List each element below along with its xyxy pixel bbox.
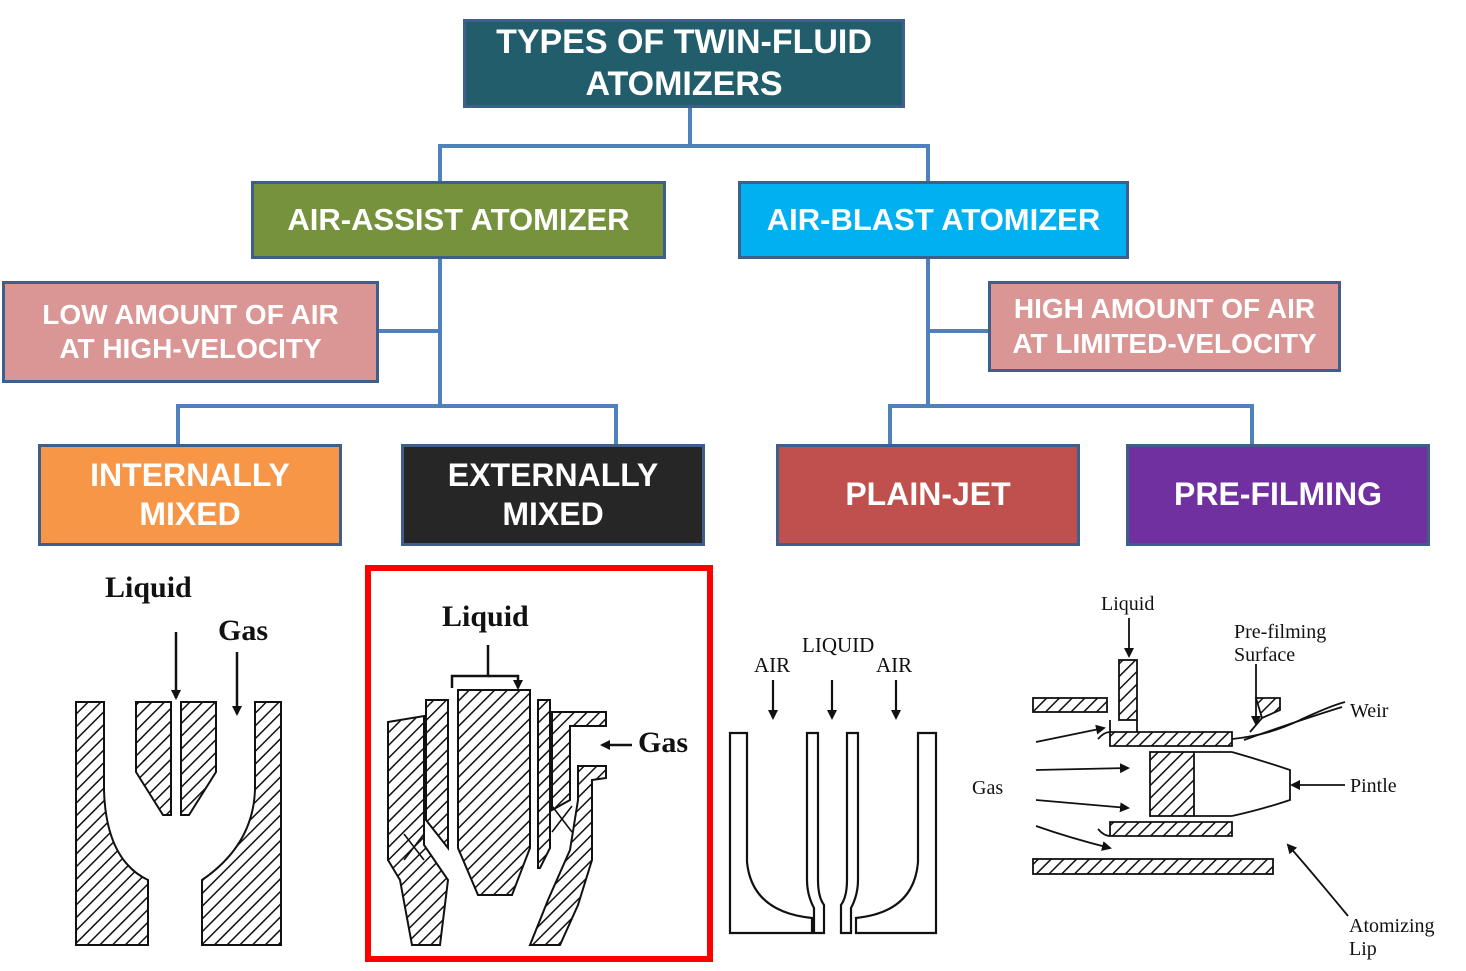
air-blast-desc-line-2: AT LIMITED-VELOCITY (1012, 327, 1317, 359)
internal-liquid-label: Liquid (105, 571, 192, 604)
plain-jet-box: PLAIN-JET (776, 444, 1080, 546)
pre-filming-box: PRE-FILMING (1126, 444, 1430, 546)
externally-mixed-box: EXTERNALLY MIXED (401, 444, 705, 546)
external-liquid-label: Liquid (442, 600, 529, 633)
plain-jet-schematic: AIR LIQUID AIR (728, 633, 938, 935)
pre-filming-label: PRE-FILMING (1174, 476, 1382, 513)
prefilm-pintle-label: Pintle (1350, 775, 1397, 797)
internal-gas-label: Gas (218, 614, 268, 647)
prefilm-gas-label: Gas (972, 777, 1003, 799)
air-assist-desc-line-2: AT HIGH-VELOCITY (59, 333, 322, 364)
air-assist-desc-line-1: LOW AMOUNT OF AIR (42, 298, 339, 330)
air-blast-box: AIR-BLAST ATOMIZER (738, 181, 1129, 259)
air-blast-label: AIR-BLAST ATOMIZER (766, 202, 1101, 238)
prefilm-surface-label-line-2: Surface (1234, 644, 1295, 666)
plain-jet-air-right-label: AIR (876, 653, 912, 677)
air-blast-desc-line-1: HIGH AMOUNT OF AIR (1013, 293, 1316, 325)
prefilm-lip-label-line-2: Lip (1349, 938, 1377, 960)
highlight-frame (365, 565, 713, 962)
internally-mixed-line-2: MIXED (139, 496, 241, 532)
title-box: TYPES OF TWIN-FLUID ATOMIZERS (463, 19, 905, 108)
plain-jet-liquid-label: LIQUID (802, 633, 874, 657)
title-line-2: ATOMIZERS (585, 64, 783, 103)
air-blast-desc-box: HIGH AMOUNT OF AIR AT LIMITED-VELOCITY (988, 281, 1341, 372)
external-gas-label: Gas (638, 726, 688, 759)
externally-mixed-line-2: MIXED (502, 496, 604, 532)
air-assist-box: AIR-ASSIST ATOMIZER (251, 181, 666, 259)
title-line-1: TYPES OF TWIN-FLUID (496, 23, 872, 62)
internally-mixed-schematic: Liquid Gas (75, 571, 282, 946)
air-assist-label: AIR-ASSIST ATOMIZER (287, 202, 630, 238)
air-assist-desc-box: LOW AMOUNT OF AIR AT HIGH-VELOCITY (2, 281, 379, 383)
prefilm-liquid-label: Liquid (1101, 593, 1154, 615)
internally-mixed-line-1: INTERNALLY (90, 456, 290, 493)
prefilm-weir-label: Weir (1350, 700, 1389, 722)
externally-mixed-schematic: Liquid Gas (365, 565, 713, 962)
prefilm-surface-label-line-1: Pre-filming (1234, 621, 1326, 643)
plain-jet-air-left-label: AIR (754, 653, 790, 677)
pre-filming-schematic: Liquid Pre-filming Surface Weir Gas Pint… (972, 593, 1435, 960)
prefilm-lip-label-line-1: Atomizing (1349, 915, 1435, 937)
plain-jet-label: PLAIN-JET (845, 476, 1011, 513)
externally-mixed-line-1: EXTERNALLY (447, 456, 659, 493)
internally-mixed-box: INTERNALLY MIXED (38, 444, 342, 546)
